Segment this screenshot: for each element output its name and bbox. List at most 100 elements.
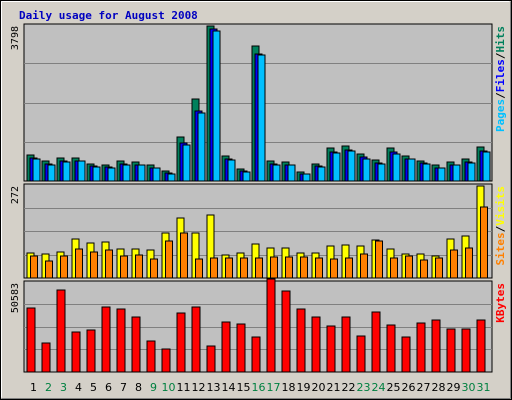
bar-kbytes-day-23 — [356, 335, 366, 373]
day-label-4: 4 — [75, 381, 82, 394]
bar-sites-day-22 — [345, 257, 353, 279]
bar-kbytes-day-29 — [446, 328, 456, 373]
bar-kbytes-day-11 — [176, 312, 186, 373]
bar-kbytes-day-30 — [461, 328, 471, 373]
bar-kbytes-day-24 — [371, 311, 381, 373]
legend-item-requests-2: Files — [494, 59, 507, 92]
day-label-19: 19 — [297, 381, 311, 394]
day-label-31: 31 — [477, 381, 491, 394]
bar-sites-day-23 — [360, 253, 368, 279]
max-label-volume: 50583 — [10, 283, 21, 313]
bar-pages-day-1 — [32, 158, 41, 182]
bar-kbytes-day-13 — [206, 345, 216, 373]
legend-volume: KBytes — [494, 283, 507, 323]
bar-sites-day-18 — [285, 256, 293, 279]
series-pages — [32, 30, 491, 182]
day-label-15: 15 — [237, 381, 251, 394]
day-label-28: 28 — [432, 381, 446, 394]
bar-kbytes-day-10 — [161, 348, 171, 373]
bar-sites-day-26 — [405, 255, 413, 279]
bar-pages-day-29 — [452, 164, 461, 182]
bar-sites-day-5 — [90, 251, 98, 279]
bar-kbytes-day-28 — [431, 319, 441, 373]
bar-pages-day-25 — [392, 153, 401, 182]
legend-item-visitors-2: Visits — [494, 186, 507, 226]
bar-kbytes-day-19 — [296, 308, 306, 373]
series-sites — [30, 206, 488, 279]
day-label-25: 25 — [387, 381, 401, 394]
bar-sites-day-16 — [255, 257, 263, 279]
panel-visitors: 272 Sites/Visits — [10, 183, 507, 279]
bar-sites-day-7 — [120, 255, 128, 279]
bar-kbytes-day-8 — [131, 316, 141, 373]
bar-sites-day-3 — [60, 255, 68, 279]
bar-sites-day-21 — [330, 258, 338, 279]
bar-sites-day-20 — [315, 257, 323, 279]
bar-pages-day-18 — [287, 164, 296, 182]
day-label-29: 29 — [447, 381, 461, 394]
panel-requests: 3798 Pages/Files/Hits — [10, 23, 507, 182]
bar-kbytes-day-16 — [251, 336, 261, 373]
bar-sites-day-28 — [435, 257, 443, 279]
bar-pages-day-12 — [197, 112, 206, 182]
bar-kbytes-day-12 — [191, 306, 201, 373]
bar-kbytes-day-5 — [86, 329, 96, 373]
chart-panels: 3798Pages/Files/Hits272Sites/Visits50583… — [10, 23, 507, 373]
legend-visitors: Sites/Visits — [494, 186, 507, 266]
bar-pages-day-9 — [152, 167, 161, 182]
bar-kbytes-day-9 — [146, 340, 156, 373]
day-label-14: 14 — [222, 381, 236, 394]
legend-item-requests-3: / — [494, 52, 507, 59]
legend-item-visitors-0: Sites — [494, 232, 507, 265]
bar-pages-day-4 — [77, 160, 86, 182]
day-label-12: 12 — [192, 381, 206, 394]
bar-pages-day-30 — [467, 162, 476, 182]
legend-item-requests-4: Hits — [494, 26, 507, 53]
day-label-22: 22 — [342, 381, 356, 394]
day-labels: 1 2 3 4 5 6 7 8 9 10 11 12 13 14 15 16 17 18 19 20 21 22 23 24 2… — [30, 381, 491, 394]
bar-kbytes-day-25 — [386, 324, 396, 373]
max-label-requests: 3798 — [10, 26, 21, 50]
bar-pages-day-26 — [407, 158, 416, 182]
day-label-1: 1 — [30, 381, 37, 394]
bar-pages-day-21 — [332, 152, 341, 182]
series-kbytes — [26, 278, 486, 373]
bar-sites-day-15 — [240, 257, 248, 279]
bar-pages-day-3 — [62, 161, 71, 182]
bar-kbytes-day-17 — [266, 278, 276, 373]
panel-volume: 50583 KBytes — [10, 278, 507, 373]
legend-requests: Pages/Files/Hits — [494, 26, 507, 132]
bar-sites-day-10 — [165, 240, 173, 279]
chart-title: Daily usage for August 2008 — [19, 9, 198, 22]
bar-pages-day-10 — [167, 173, 176, 182]
bar-kbytes-day-20 — [311, 316, 321, 373]
day-label-24: 24 — [372, 381, 386, 394]
bar-kbytes-day-1 — [26, 307, 36, 373]
bar-sites-day-4 — [75, 248, 83, 279]
bar-sites-day-19 — [300, 256, 308, 279]
bar-pages-day-8 — [137, 164, 146, 182]
bar-pages-day-24 — [377, 163, 386, 182]
bar-sites-day-27 — [420, 259, 428, 279]
bar-pages-day-16 — [257, 54, 266, 182]
day-label-7: 7 — [120, 381, 127, 394]
bar-pages-day-6 — [107, 167, 116, 182]
bar-kbytes-day-26 — [401, 336, 411, 373]
day-label-23: 23 — [357, 381, 371, 394]
day-label-26: 26 — [402, 381, 416, 394]
bar-pages-day-28 — [437, 167, 446, 182]
day-label-5: 5 — [90, 381, 97, 394]
bar-pages-day-14 — [227, 159, 236, 182]
bar-kbytes-day-31 — [476, 319, 486, 373]
day-label-13: 13 — [207, 381, 221, 394]
bar-sites-day-12 — [195, 258, 203, 279]
bar-sites-day-29 — [450, 249, 458, 279]
day-label-17: 17 — [267, 381, 281, 394]
bar-sites-day-1 — [30, 255, 38, 279]
bar-sites-day-13 — [210, 257, 218, 279]
bar-pages-day-2 — [47, 164, 56, 182]
bar-pages-day-27 — [422, 163, 431, 182]
day-label-21: 21 — [327, 381, 341, 394]
bar-pages-day-19 — [302, 173, 311, 182]
